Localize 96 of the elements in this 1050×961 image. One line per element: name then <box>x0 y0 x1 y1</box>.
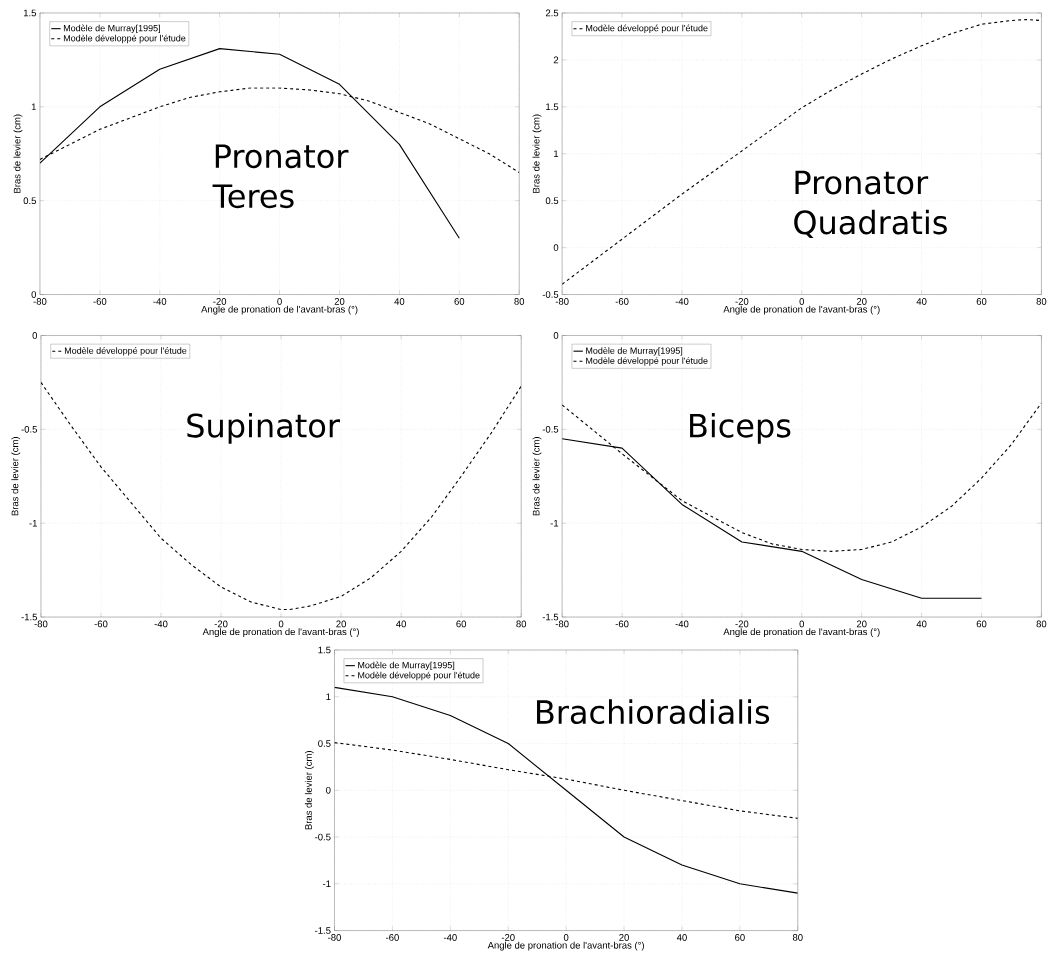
x-tick-label: 40 <box>676 934 687 942</box>
annotation: Pronator Quadratis <box>794 171 947 239</box>
y-tick-label: 2.5 <box>545 9 559 17</box>
line-series <box>40 382 522 611</box>
x-tick-label: 40 <box>396 620 407 628</box>
x-tick-label: -80 <box>555 620 569 628</box>
x-tick-label: 20 <box>336 620 347 628</box>
annotation: Biceps <box>690 413 791 445</box>
y-tick-label: -1.5 <box>21 613 38 621</box>
x-tick-label: 40 <box>916 620 927 628</box>
x-tick-label: 0 <box>277 298 282 306</box>
y-tick-label: -1.5 <box>315 927 331 935</box>
x-tick-label: -80 <box>555 298 569 306</box>
x-tick-label: 40 <box>916 298 927 306</box>
x-tick-label: 80 <box>792 934 803 942</box>
x-tick-label: 20 <box>856 298 867 306</box>
y-tick-label: -0.5 <box>542 291 559 299</box>
y-tick-label: 0 <box>31 291 37 299</box>
x-tick-label: -60 <box>93 298 107 306</box>
x-tick-label: 40 <box>394 298 405 306</box>
x-tick-label: 80 <box>514 298 525 306</box>
x-tick-label: 20 <box>619 934 629 942</box>
annotation: Pronator Teres <box>212 144 349 209</box>
y-axis-title: Bras de levier (cm) <box>532 114 542 193</box>
y-axis-title: Bras de levier (cm) <box>532 437 542 516</box>
x-tick-label: -60 <box>385 934 399 942</box>
x-tick-label: -20 <box>735 620 749 628</box>
y-tick-label: 0 <box>326 787 331 794</box>
y-tick-label: 0 <box>553 244 559 252</box>
y-tick-label: -1 <box>550 520 559 527</box>
x-tick-label: 60 <box>735 934 745 942</box>
y-tick-label: 1.5 <box>318 646 331 654</box>
x-tick-label: -80 <box>328 934 341 942</box>
x-tick-label: 80 <box>1036 620 1047 628</box>
legend-label: Modèle développé pour l'étude <box>358 671 480 681</box>
x-tick-label: -20 <box>214 620 228 628</box>
x-tick-label: 60 <box>976 298 987 306</box>
x-tick-label: -20 <box>501 934 515 942</box>
x-tick-label: -20 <box>213 298 227 306</box>
y-tick-label: 1.5 <box>546 103 559 111</box>
x-tick-label: 80 <box>516 620 527 628</box>
x-tick-label: -80 <box>33 298 47 306</box>
legend-label: Modèle développé pour l'étude <box>63 34 186 44</box>
x-tick-label: 60 <box>456 620 467 628</box>
x-tick-label: 0 <box>563 934 569 942</box>
x-axis-title: Angle de pronation de l'avant-bras (°) <box>487 941 644 951</box>
legend-label: Modèle de Murray[1995] <box>358 661 455 671</box>
x-tick-label: 0 <box>278 620 284 628</box>
y-axis-title: Bras de levier (cm) <box>11 437 21 516</box>
y-tick-label: 1 <box>554 150 559 158</box>
y-tick-label: -0.5 <box>21 426 38 433</box>
y-tick-label: 1.5 <box>23 9 37 17</box>
x-tick-label: 0 <box>799 620 805 628</box>
x-tick-label: 60 <box>454 298 465 306</box>
x-tick-label: 60 <box>976 620 987 628</box>
y-tick-label: 1 <box>326 693 331 701</box>
x-tick-label: 80 <box>1036 298 1047 306</box>
legend-label: Modèle de Murray[1995] <box>586 347 683 356</box>
y-tick-label: 0.5 <box>545 197 559 205</box>
x-axis-title: Angle de pronation de l'avant-bras (°) <box>201 305 358 315</box>
y-tick-label: 0.5 <box>23 197 37 205</box>
y-tick-label: 1 <box>31 103 36 111</box>
y-axis-title: Bras de levier (cm) <box>13 114 23 193</box>
annotation: Supinator <box>187 413 340 445</box>
x-tick-label: -60 <box>94 620 108 628</box>
legend-label: Modèle développé pour l'étude <box>64 347 187 356</box>
x-tick-label: -40 <box>675 620 689 628</box>
x-axis-title: Angle de pronation de l'avant-bras (°) <box>723 628 880 638</box>
x-axis-title: Angle de pronation de l'avant-bras (°) <box>723 305 880 315</box>
x-tick-label: -60 <box>615 298 629 306</box>
y-tick-label: 2 <box>553 56 559 64</box>
y-tick-label: 0 <box>32 332 38 340</box>
y-tick-label: -0.5 <box>542 426 559 433</box>
x-tick-label: -20 <box>735 298 749 306</box>
y-tick-label: -0.5 <box>315 833 331 841</box>
y-tick-label: -1.5 <box>542 613 559 621</box>
y-tick-label: 0 <box>553 332 559 340</box>
x-tick-label: -60 <box>615 620 629 628</box>
x-tick-label: -40 <box>675 298 689 306</box>
x-tick-label: 0 <box>799 298 805 306</box>
y-tick-label: -1 <box>29 520 37 527</box>
annotation: Brachioradialis <box>537 699 770 725</box>
x-tick-label: -40 <box>443 934 457 942</box>
legend-label: Modèle de Murray[1995] <box>63 24 160 34</box>
x-tick-label: -40 <box>154 620 168 628</box>
y-tick-label: -1 <box>322 880 331 888</box>
x-axis-title: Angle de pronation de l'avant-bras (°) <box>202 628 359 638</box>
line-series <box>334 687 798 894</box>
x-tick-label: 20 <box>856 620 867 628</box>
x-tick-label: -80 <box>34 620 48 628</box>
y-tick-label: 0.5 <box>318 740 331 748</box>
x-tick-label: -40 <box>153 298 167 306</box>
legend-label: Modèle développé pour l'étude <box>586 24 708 34</box>
legend-label: Modèle développé pour l'étude <box>586 357 708 366</box>
x-tick-label: 20 <box>334 298 345 306</box>
y-axis-title: Bras de levier (cm) <box>304 751 314 830</box>
